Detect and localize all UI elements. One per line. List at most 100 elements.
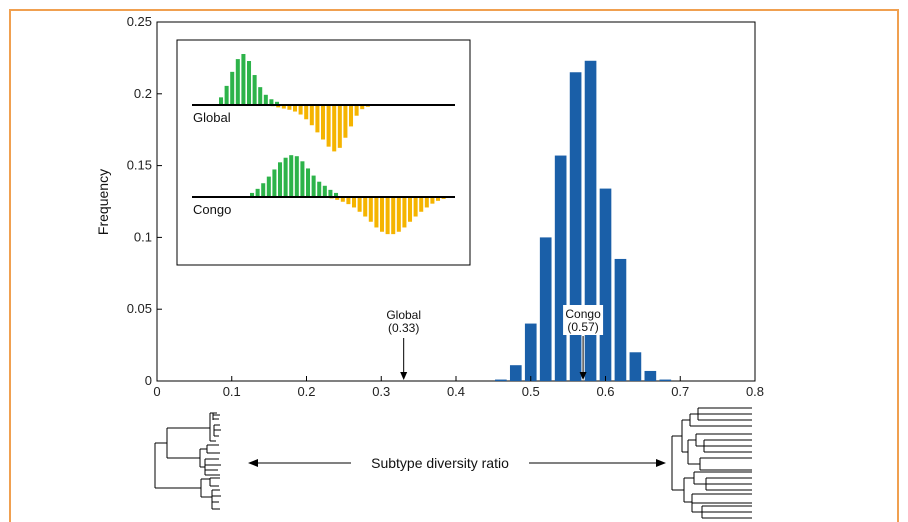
inset-up-bar — [283, 157, 288, 197]
inset-up-bar — [252, 75, 257, 105]
inset-up-bar — [272, 169, 277, 197]
inset-down-bar — [354, 105, 359, 116]
inset-up-bar — [224, 85, 229, 106]
inset-up-bar — [328, 189, 333, 197]
bar — [524, 323, 537, 381]
inset-up-bar — [230, 71, 235, 105]
inset-up-bar — [269, 99, 274, 105]
annotation-congo-background — [563, 305, 604, 335]
x-tick-label: 0.1 — [223, 384, 241, 399]
inset-down-bar — [357, 197, 362, 212]
annotation-congo-value: (0.57) — [567, 320, 598, 334]
x-axis-ticks: 0 0.1 0.2 0.3 0.4 0.5 0.6 0.7 0.8 — [153, 376, 764, 399]
inset-frame — [176, 39, 471, 266]
inset-down-bar — [368, 197, 373, 222]
bar — [629, 352, 642, 381]
annotation-global-label: Global — [386, 308, 421, 322]
inset-down-bar — [374, 197, 379, 228]
panel-frame — [9, 9, 899, 522]
inset-down-bar — [363, 197, 368, 217]
inset-up-bar — [258, 87, 263, 105]
x-tick-label: 0.7 — [671, 384, 689, 399]
inset-down-bar — [419, 197, 424, 212]
y-tick-label: 0.15 — [127, 158, 152, 173]
annotation-global-value: (0.33) — [388, 321, 419, 335]
bar — [569, 72, 582, 381]
inset-down-bar — [276, 105, 281, 108]
high-diversity-tree-icon — [671, 407, 752, 519]
inset-down-bar — [436, 197, 441, 201]
histogram-bars — [495, 60, 672, 382]
x-tick-label: 0.8 — [746, 384, 764, 399]
inset-down-bar — [298, 105, 303, 115]
inset-label-global: Global — [193, 110, 231, 125]
inset-up-bar — [255, 188, 260, 197]
annotation-congo-label: Congo — [565, 307, 601, 321]
y-tick-label: 0.1 — [134, 229, 152, 244]
y-tick-label: 0.2 — [134, 86, 152, 101]
inset-down-bar — [343, 105, 348, 138]
bar — [554, 155, 567, 381]
inset-down-bar — [349, 105, 354, 127]
x-tick-label: 0.2 — [297, 384, 315, 399]
inset-down-bar — [391, 197, 396, 235]
x-tick-label: 0 — [153, 384, 160, 399]
inset-up-bar — [241, 54, 246, 105]
inset-down-bar — [352, 197, 357, 208]
inset-down-bar — [346, 197, 351, 205]
bar — [495, 379, 507, 381]
bar — [614, 258, 627, 381]
inset-up-bar — [261, 183, 266, 197]
x-axis-label-arrowhead-right — [656, 459, 666, 467]
inset-up-bar — [334, 192, 339, 197]
inset-down-bar — [321, 105, 326, 140]
annotation-congo-arrowhead — [579, 372, 587, 380]
inset-up-bar — [275, 101, 280, 105]
inset-up-bar — [300, 161, 305, 197]
inset-up-bar — [294, 156, 299, 197]
bar — [599, 188, 612, 381]
x-tick-label: 0.3 — [372, 384, 390, 399]
inset-down-bar — [402, 197, 407, 228]
x-tick-label: 0.5 — [522, 384, 540, 399]
inset-up-bar — [311, 175, 316, 197]
annotation-global: Global (0.33) — [386, 308, 421, 380]
inset-down-bar — [332, 105, 337, 152]
inset-down-bar — [309, 105, 314, 126]
y-tick-label: 0 — [145, 373, 152, 388]
inset-down-bar — [281, 105, 286, 109]
inset-up-bar — [266, 176, 271, 197]
inset-up-bar — [247, 61, 252, 105]
inset-up-bar — [235, 59, 240, 105]
inset-down-bar — [430, 197, 435, 204]
y-axis-ticks: 0 0.05 0.1 0.15 0.2 0.25 — [127, 14, 162, 388]
inset-down-bar — [287, 105, 292, 110]
x-axis-label-arrowhead-left — [248, 459, 258, 467]
inset-down-bar — [424, 197, 429, 208]
bar — [584, 60, 597, 382]
annotation-global-arrowhead — [400, 372, 408, 380]
x-tick-label: 0.4 — [447, 384, 465, 399]
x-tick-label: 0.6 — [596, 384, 614, 399]
x-axis-label: Subtype diversity ratio — [371, 455, 509, 471]
annotation-congo: Congo (0.57) — [563, 305, 604, 380]
inset-up-bar — [250, 192, 255, 197]
inset-down-bar — [408, 197, 413, 222]
inset-histograms — [192, 54, 455, 235]
inset-up-bar — [322, 185, 327, 197]
inset-up-bar — [219, 97, 224, 105]
inset-down-bar — [340, 197, 345, 202]
inset-up-bar — [278, 162, 283, 197]
bar — [659, 379, 672, 381]
y-axis-label: Frequency — [95, 169, 111, 235]
inset-down-bar — [380, 197, 385, 232]
inset-down-bar — [396, 197, 401, 232]
bar — [509, 365, 522, 381]
inset-down-bar — [413, 197, 418, 217]
inset-down-bar — [335, 197, 340, 200]
y-tick-label: 0.05 — [127, 301, 152, 316]
inset-down-bar — [326, 105, 331, 147]
inset-down-bar — [315, 105, 320, 133]
bar — [644, 370, 657, 381]
